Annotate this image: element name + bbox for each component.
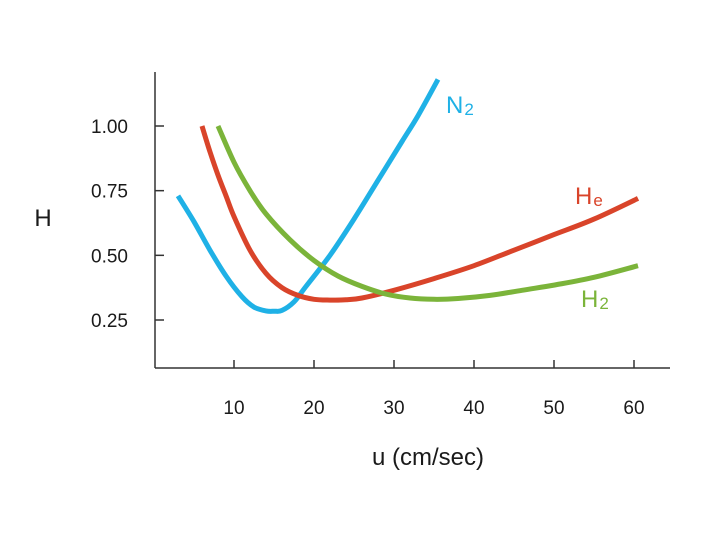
series-label-h2: H2 [581,286,609,313]
y-tick-label: 0.25 [91,311,128,332]
x-tick-label: 20 [303,398,324,419]
y-axis-title: H [34,205,51,232]
x-tick-label: 10 [223,398,244,419]
x-tick-label: 40 [463,398,484,419]
x-tick-label: 50 [543,398,564,419]
x-tick-label: 60 [623,398,644,419]
chart-axes [154,72,670,369]
x-tick-label: 30 [383,398,404,419]
y-tick-label: 0.50 [91,246,128,267]
series-label-n2: N2 [446,92,474,119]
x-axis-title: u (cm/sec) [372,444,484,471]
chart-series-lines [175,78,640,314]
series-line-n2 [175,78,441,314]
chart-ticks: 10 20 30 40 50 60 0.25 0.50 0.75 1.00 [91,117,645,419]
y-tick-label: 1.00 [91,117,128,138]
series-label-he: He [575,183,603,210]
chart-series-labels: N2 He H2 [446,92,609,313]
series-line-he [199,125,640,303]
series-line-h2 [215,124,639,302]
y-tick-label: 0.75 [91,182,128,203]
